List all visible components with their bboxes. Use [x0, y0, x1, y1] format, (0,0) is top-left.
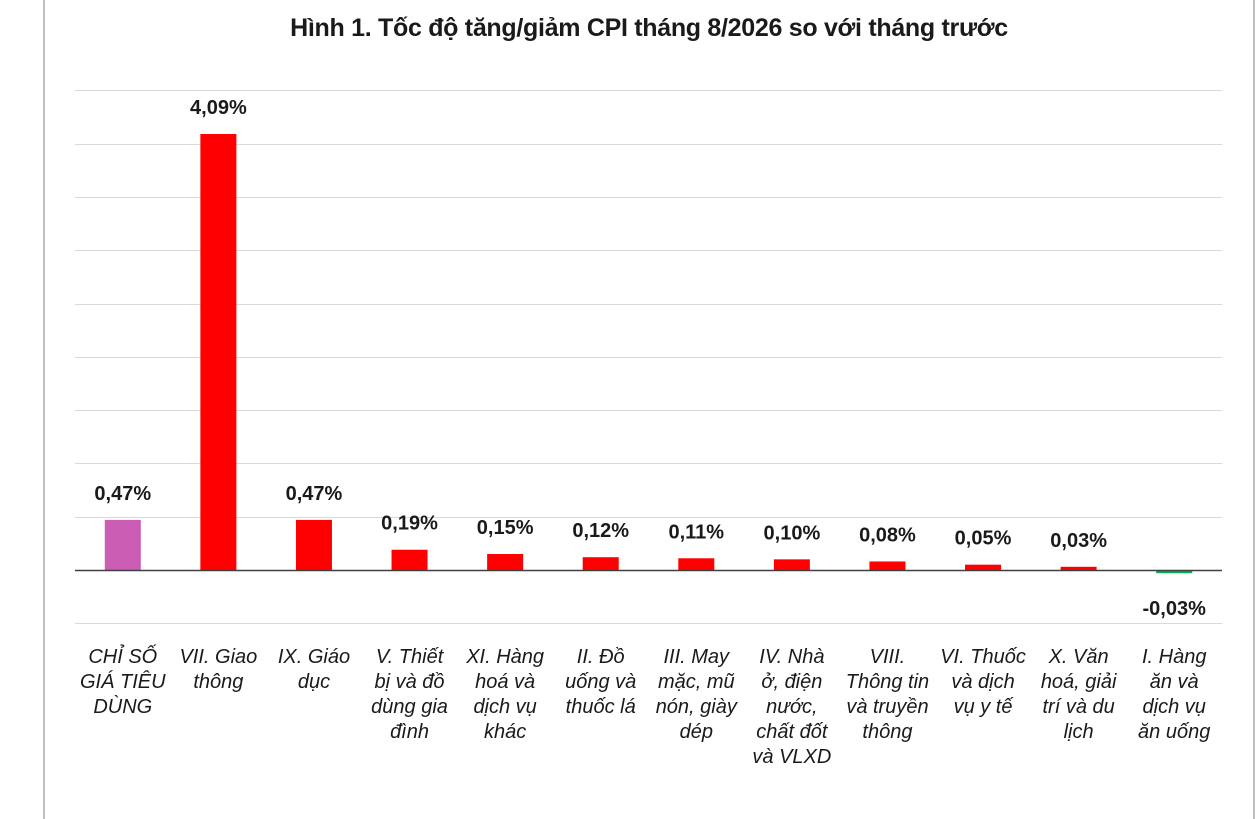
category-label-line: dục	[297, 671, 331, 693]
category-label-5: XI. Hàng hoá và dịch vụ khác	[458, 645, 552, 745]
data-label-8: 0,10%	[764, 522, 821, 544]
category-label-line: thuốc lá	[565, 696, 636, 718]
category-label-8: IV. Nhà ở, điện nước, chất đốt và VLXD	[745, 645, 839, 770]
category-label-line: bị và đồ	[374, 671, 445, 693]
bar-7	[678, 558, 715, 570]
category-label-4: V. Thiết bị và đồ dùng gia đình	[363, 645, 457, 745]
category-label-line: I. Hàng	[1141, 646, 1207, 668]
data-label-12: -0,03%	[1143, 598, 1207, 620]
bar-4	[391, 549, 428, 570]
category-label-line: và truyền	[846, 696, 929, 718]
category-label-line: II. Đồ	[576, 646, 625, 668]
category-label-7: III. May mặc, mũ nón, giày dép	[649, 645, 743, 745]
category-label-line: dịch vụ	[1142, 696, 1206, 718]
data-label-11: 0,03%	[1050, 530, 1107, 552]
data-label-6: 0,12%	[572, 520, 629, 542]
category-label-line: VIII.	[869, 646, 906, 668]
category-label-6: II. Đồ uống và thuốc lá	[554, 645, 648, 720]
bar-5	[487, 554, 524, 570]
bar-6	[582, 557, 619, 570]
category-label-line: III. May	[663, 646, 730, 668]
category-label-line: hoá và	[475, 671, 536, 693]
category-label-line: V. Thiết	[375, 646, 444, 668]
chart-title: Hình 1. Tốc độ tăng/giảm CPI tháng 8/202…	[290, 14, 1008, 42]
category-label-line: X. Văn	[1048, 646, 1109, 668]
category-label-line: dịch vụ	[473, 696, 537, 718]
data-label-3: 0,47%	[286, 483, 343, 505]
bar-10	[965, 564, 1002, 570]
category-label-line: XI. Hàng	[466, 646, 545, 668]
category-label-line: và VLXD	[752, 746, 832, 768]
category-label-line: dép	[679, 721, 713, 743]
category-label-10: VI. Thuốc và dịch vụ y tế	[936, 645, 1030, 720]
category-label-1: CHỈ SỐ GIÁ TIÊU DÙNG	[76, 645, 170, 720]
category-label-line: uống và	[565, 671, 637, 693]
category-label-line: vụ y tế	[953, 696, 1013, 718]
category-label-line: và dịch	[951, 671, 1015, 693]
category-label-line: ăn uống	[1138, 721, 1211, 743]
category-label-line: IX. Giáo	[277, 646, 351, 668]
data-label-7: 0,11%	[668, 521, 724, 543]
category-label-line: lịch	[1063, 721, 1094, 743]
category-label-line: VII. Giao	[179, 646, 258, 668]
category-label-line: GIÁ TIÊU	[79, 671, 166, 693]
category-label-12: I. Hàng ăn và dịch vụ ăn uống	[1127, 645, 1221, 745]
category-label-9: VIII. Thông tin và truyền thông	[840, 645, 934, 745]
data-label-10: 0,05%	[955, 528, 1012, 550]
bar-12	[1156, 570, 1193, 574]
category-label-line: khác	[484, 721, 527, 743]
category-label-line: CHỈ SỐ	[88, 646, 158, 668]
category-label-line: chất đốt	[756, 721, 828, 743]
bar-2	[200, 134, 237, 571]
bar-1	[104, 519, 141, 570]
category-label-line: ở, điện	[761, 671, 823, 693]
category-label-line: mặc, mũ	[657, 671, 735, 693]
category-label-11: X. Văn hoá, giải trí và du lịch	[1032, 645, 1126, 745]
bar-8	[773, 559, 810, 570]
category-label-line: dùng gia	[371, 696, 448, 718]
chart-frame-right-border	[1253, 0, 1255, 819]
chart-frame-left-border	[43, 0, 45, 819]
category-label-line: đình	[390, 721, 429, 743]
category-label-line: VI. Thuốc	[940, 646, 1026, 668]
data-label-5: 0,15%	[477, 517, 534, 539]
data-label-2: 4,09%	[190, 97, 247, 119]
category-label-line: hoá, giải	[1040, 671, 1117, 693]
bar-11	[1060, 566, 1097, 570]
category-label-line: IV. Nhà	[759, 646, 825, 668]
data-label-1: 0,47%	[94, 483, 151, 505]
category-label-line: ăn và	[1149, 671, 1199, 693]
bar-9	[869, 561, 906, 570]
category-label-3: IX. Giáo dục	[267, 645, 361, 695]
category-label-line: DÙNG	[93, 696, 153, 718]
category-label-line: nón, giày	[655, 696, 737, 718]
category-label-line: Thông tin	[845, 671, 930, 693]
data-label-4: 0,19%	[381, 513, 438, 535]
category-label-line: thông	[193, 671, 244, 693]
data-label-9: 0,08%	[859, 524, 916, 546]
bar-3	[295, 519, 332, 570]
category-label-2: VII. Giao thông	[171, 645, 265, 695]
category-label-line: nước,	[766, 696, 818, 718]
category-label-line: trí và du	[1042, 696, 1115, 718]
category-label-line: thông	[862, 721, 913, 743]
